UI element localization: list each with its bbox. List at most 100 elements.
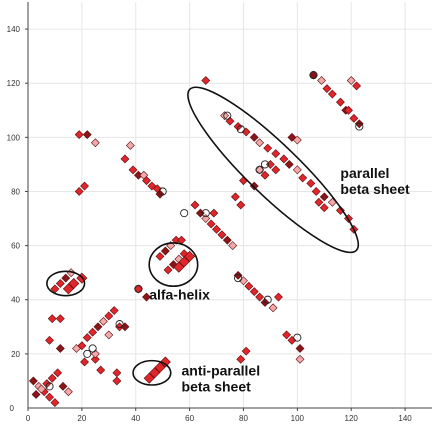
data-point-diamond <box>292 135 302 145</box>
data-point-square <box>154 361 166 373</box>
data-point-diamond <box>228 241 238 251</box>
data-point-diamond <box>88 327 98 337</box>
data-point-diamond <box>336 205 345 215</box>
data-point-diamond <box>292 165 302 175</box>
data-point-diamond <box>190 200 200 210</box>
data-point-diamond <box>82 333 92 343</box>
data-point-square <box>173 261 185 273</box>
annotation-parallel-line-1: beta sheet <box>340 181 410 197</box>
data-point-diamond <box>163 265 173 275</box>
data-point-diamond <box>230 192 240 202</box>
data-point-diamond <box>109 306 119 315</box>
data-point-diamond <box>354 119 364 129</box>
data-point-diamond <box>142 292 151 302</box>
data-point-diamond <box>142 176 151 186</box>
data-point-diamond <box>96 365 106 375</box>
data-point-diamond <box>263 143 273 153</box>
data-point-diamond <box>311 187 321 196</box>
ellipse-small-helix <box>46 270 86 297</box>
ellipse-alfa-helix <box>148 242 199 287</box>
data-point-circle <box>260 160 270 169</box>
data-point-diamond <box>47 314 57 324</box>
data-point-circle <box>255 165 264 174</box>
data-point-diamond <box>284 159 294 169</box>
data-point-diamond <box>112 376 122 386</box>
data-point-square <box>159 356 171 368</box>
data-point-diamond <box>233 270 243 280</box>
data-point-diamond <box>155 252 165 261</box>
ellipse-parallel-beta-sheet <box>187 86 360 254</box>
x-tick-label: 60 <box>185 414 194 423</box>
data-point-circle <box>293 333 302 342</box>
data-point-circle <box>158 187 167 196</box>
data-point-diamond <box>314 197 324 207</box>
x-tick-label: 120 <box>345 414 359 423</box>
y-tick-label: 40 <box>11 296 20 305</box>
data-point-diamond <box>295 344 305 353</box>
data-point-circle <box>83 349 92 358</box>
data-point-diamond <box>317 76 326 85</box>
data-point-diamond <box>61 273 71 283</box>
data-point-diamond <box>80 357 89 367</box>
data-point-diamond <box>336 97 345 107</box>
data-point-square <box>62 283 74 295</box>
data-point-diamond <box>206 219 216 229</box>
y-tick-label: 140 <box>7 25 21 34</box>
y-tick-label: 80 <box>11 187 20 196</box>
data-point-diamond <box>80 181 89 191</box>
data-point-diamond <box>160 246 170 256</box>
data-point-diamond <box>55 344 65 353</box>
data-point-diamond <box>74 130 84 140</box>
data-point-diamond <box>28 376 38 386</box>
y-tick-label: 120 <box>7 79 21 88</box>
data-point-diamond <box>344 105 353 115</box>
data-point-diamond <box>282 330 291 340</box>
data-point-circle <box>115 320 124 329</box>
data-point-diamond <box>306 178 316 188</box>
data-point-circle <box>88 344 97 353</box>
data-point-diamond <box>112 368 122 378</box>
data-point-diamond <box>298 173 308 183</box>
ellipse-anti-parallel-beta-sheet <box>132 359 172 386</box>
data-point-diamond <box>53 368 63 378</box>
data-point-square <box>178 256 190 268</box>
data-point-diamond <box>268 303 278 313</box>
data-point-diamond <box>74 187 84 196</box>
data-point-diamond <box>271 149 281 158</box>
data-point-diamond <box>241 346 251 356</box>
data-point-circle <box>223 111 232 120</box>
data-point-diamond <box>47 373 57 383</box>
data-point-diamond <box>90 354 100 364</box>
data-point-diamond <box>236 200 246 210</box>
data-point-square <box>143 372 155 384</box>
data-point-diamond <box>82 130 92 140</box>
cluster-ellipses <box>46 86 360 386</box>
x-tick-label: 80 <box>239 414 248 423</box>
y-tick-label: 20 <box>11 350 20 359</box>
y-tick-label: 100 <box>7 133 21 142</box>
data-point-diamond <box>222 235 232 245</box>
x-tick-label: 100 <box>291 414 305 423</box>
data-point-diamond <box>274 292 283 302</box>
data-point-diamond <box>63 387 73 397</box>
data-point-diamond <box>255 292 265 302</box>
x-tick-label: 20 <box>77 414 86 423</box>
data-point-diamond <box>128 165 138 175</box>
data-point-diamond <box>37 384 46 394</box>
grid <box>27 2 432 409</box>
data-point-circle <box>355 122 364 131</box>
axes <box>27 2 432 409</box>
x-tick-label: 40 <box>131 414 140 423</box>
y-tick-label: 60 <box>11 242 20 251</box>
data-point-diamond <box>58 381 68 391</box>
data-point-diamond <box>125 141 135 150</box>
data-point-diamond <box>104 311 114 321</box>
data-point-diamond <box>90 138 100 148</box>
data-point-diamond <box>319 203 329 213</box>
data-point-circle <box>134 284 143 293</box>
data-point-circle <box>236 125 245 134</box>
x-tick-label: 0 <box>26 414 31 423</box>
data-point-diamond <box>249 132 259 142</box>
data-point-diamond <box>77 341 87 351</box>
